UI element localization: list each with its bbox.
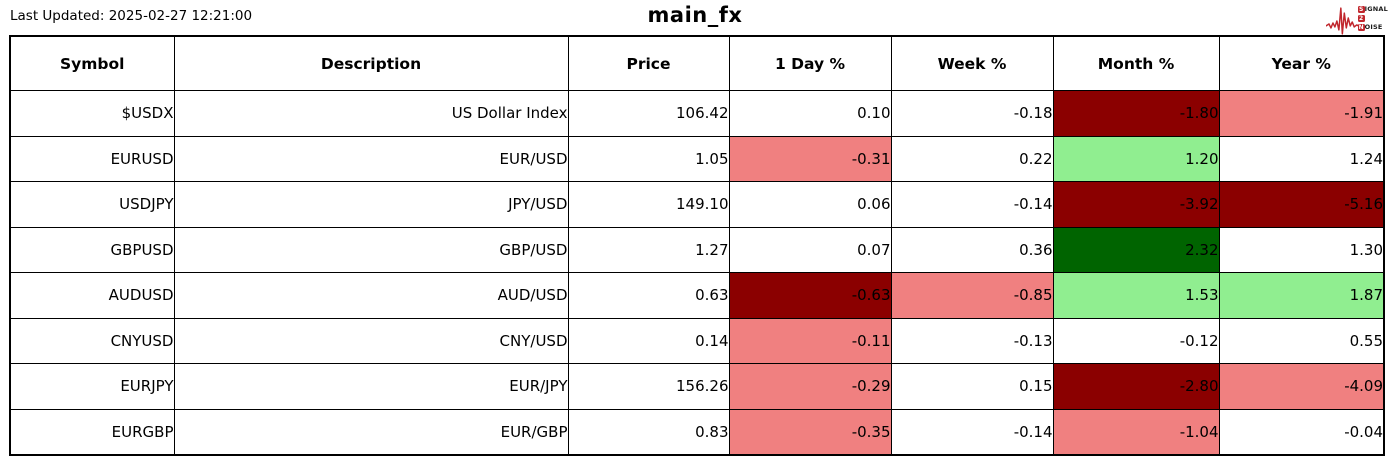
price-cell: 0.14 — [567, 317, 730, 364]
change-cell-1day: -0.35 — [728, 408, 892, 456]
change-cell-year: -0.04 — [1218, 408, 1385, 456]
change-cell-year: 1.87 — [1218, 272, 1385, 319]
change-cell-1day: -0.63 — [728, 272, 892, 319]
price-cell: 156.26 — [567, 363, 730, 410]
price-cell: 0.63 — [567, 272, 730, 319]
description-cell: US Dollar Index — [173, 90, 569, 137]
change-cell-1day: -0.31 — [728, 135, 892, 182]
change-cell-year: -4.09 — [1218, 363, 1385, 410]
change-cell-week: 0.22 — [890, 135, 1054, 182]
change-cell-week: 0.15 — [890, 363, 1054, 410]
signal2noise-logo: S IGNAL 2 N OISE — [1326, 1, 1388, 35]
change-cell-week: -0.85 — [890, 272, 1054, 319]
logo-letter-n: N — [1357, 23, 1365, 31]
table-row: CNYUSD CNY/USD 0.14 -0.11 -0.13 -0.12 0.55 — [9, 317, 1385, 364]
change-cell-month: 1.53 — [1052, 272, 1220, 319]
price-cell: 106.42 — [567, 90, 730, 137]
symbol-cell: EURGBP — [9, 408, 175, 456]
description-cell: EUR/USD — [173, 135, 569, 182]
column-header-1day: 1 Day % — [728, 35, 892, 91]
change-cell-week: 0.36 — [890, 226, 1054, 273]
waveform-icon — [1326, 7, 1364, 35]
table-row: EURUSD EUR/USD 1.05 -0.31 0.22 1.20 1.24 — [9, 135, 1385, 182]
logo-letter-2: 2 — [1357, 14, 1365, 22]
symbol-cell: EURUSD — [9, 135, 175, 182]
table-header-row: Symbol Description Price 1 Day % Week % … — [9, 35, 1385, 91]
change-cell-week: -0.18 — [890, 90, 1054, 137]
last-updated-timestamp: Last Updated: 2025-02-27 12:21:00 — [10, 8, 253, 24]
logo-text: S IGNAL 2 N OISE — [1357, 5, 1388, 31]
logo-letter-s: S — [1357, 5, 1365, 13]
price-cell: 0.83 — [567, 408, 730, 456]
change-cell-1day: 0.10 — [728, 90, 892, 137]
price-cell: 1.05 — [567, 135, 730, 182]
column-header-year: Year % — [1218, 35, 1385, 91]
change-cell-week: -0.13 — [890, 317, 1054, 364]
description-cell: JPY/USD — [173, 181, 569, 228]
column-header-month: Month % — [1052, 35, 1220, 91]
symbol-cell: EURJPY — [9, 363, 175, 410]
change-cell-month: -0.12 — [1052, 317, 1220, 364]
table-row: USDJPY JPY/USD 149.10 0.06 -0.14 -3.92 -5.16 — [9, 181, 1385, 228]
fx-table: Symbol Description Price 1 Day % Week % … — [9, 35, 1385, 456]
change-cell-1day: -0.11 — [728, 317, 892, 364]
symbol-cell: USDJPY — [9, 181, 175, 228]
description-cell: EUR/JPY — [173, 363, 569, 410]
change-cell-month: 1.20 — [1052, 135, 1220, 182]
table-row: EURGBP EUR/GBP 0.83 -0.35 -0.14 -1.04 -0.04 — [9, 408, 1385, 456]
change-cell-month: -3.92 — [1052, 181, 1220, 228]
column-header-week: Week % — [890, 35, 1054, 91]
symbol-cell: AUDUSD — [9, 272, 175, 319]
logo-word-ignal: IGNAL — [1364, 5, 1388, 13]
fx-table-body: $USDX US Dollar Index 106.42 0.10 -0.18 -1.80… — [9, 90, 1385, 456]
change-cell-1day: 0.06 — [728, 181, 892, 228]
change-cell-1day: 0.07 — [728, 226, 892, 273]
change-cell-year: 1.24 — [1218, 135, 1385, 182]
table-row: $USDX US Dollar Index 106.42 0.10 -0.18 -1.80… — [9, 90, 1385, 137]
symbol-cell: GBPUSD — [9, 226, 175, 273]
description-cell: GBP/USD — [173, 226, 569, 273]
change-cell-month: -2.80 — [1052, 363, 1220, 410]
column-header-price: Price — [567, 35, 730, 91]
logo-word-oise: OISE — [1364, 23, 1383, 31]
price-cell: 1.27 — [567, 226, 730, 273]
table-row: EURJPY EUR/JPY 156.26 -0.29 0.15 -2.80 -4.09 — [9, 363, 1385, 410]
column-header-symbol: Symbol — [9, 35, 175, 91]
change-cell-year: 0.55 — [1218, 317, 1385, 364]
price-cell: 149.10 — [567, 181, 730, 228]
table-row: AUDUSD AUD/USD 0.63 -0.63 -0.85 1.53 1.87 — [9, 272, 1385, 319]
change-cell-month: 2.32 — [1052, 226, 1220, 273]
description-cell: AUD/USD — [173, 272, 569, 319]
description-cell: EUR/GBP — [173, 408, 569, 456]
change-cell-year: -1.91 — [1218, 90, 1385, 137]
change-cell-year: -5.16 — [1218, 181, 1385, 228]
change-cell-month: -1.80 — [1052, 90, 1220, 137]
table-row: GBPUSD GBP/USD 1.27 0.07 0.36 2.32 1.30 — [9, 226, 1385, 273]
change-cell-month: -1.04 — [1052, 408, 1220, 456]
change-cell-week: -0.14 — [890, 181, 1054, 228]
change-cell-week: -0.14 — [890, 408, 1054, 456]
change-cell-1day: -0.29 — [728, 363, 892, 410]
change-cell-year: 1.30 — [1218, 226, 1385, 273]
description-cell: CNY/USD — [173, 317, 569, 364]
symbol-cell: $USDX — [9, 90, 175, 137]
column-header-description: Description — [173, 35, 569, 91]
page-title: main_fx — [647, 3, 743, 27]
symbol-cell: CNYUSD — [9, 317, 175, 364]
